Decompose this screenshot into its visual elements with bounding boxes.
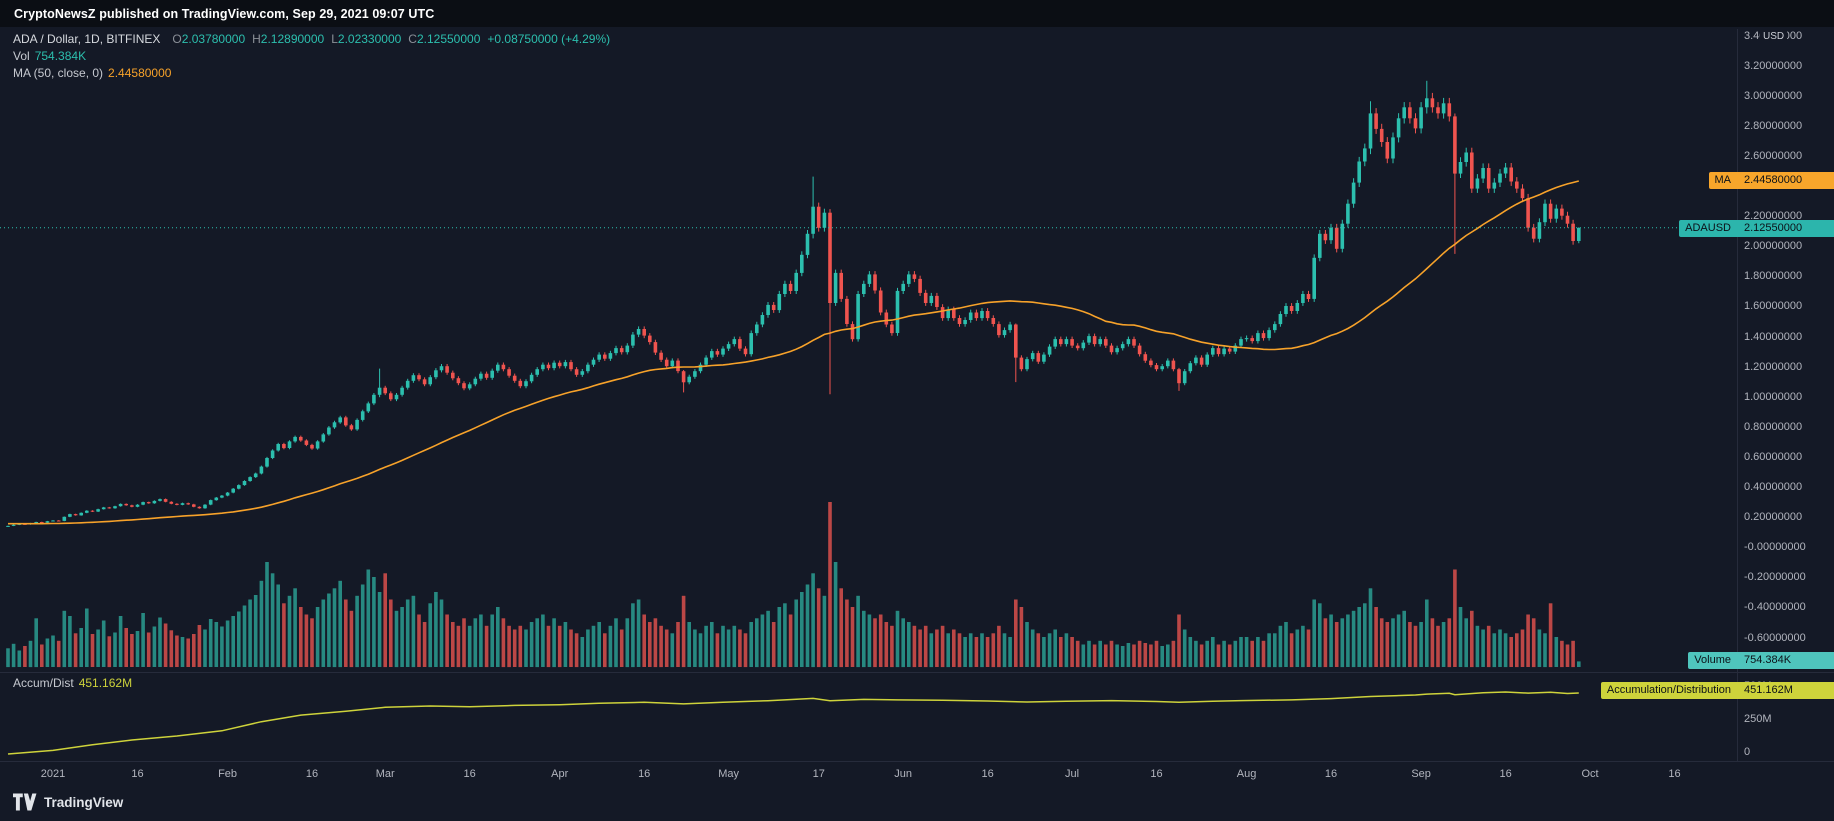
price-axis-label: 1.00000000 [1744, 390, 1803, 403]
time-axis-label: 16 [638, 768, 651, 780]
legend-volume-row[interactable]: Vol 754.384K [13, 49, 610, 64]
symbol-title: ADA / Dollar, 1D, BITFINEX [13, 32, 161, 46]
accum-axis-label: 0 [1744, 745, 1751, 758]
ma-badge-label: MA [1708, 172, 1737, 189]
price-axis-label: 1.20000000 [1744, 360, 1803, 373]
accum-dist-badge-value: 451.162M [1737, 682, 1834, 699]
price-axis[interactable]: 3.400000003.200000003.000000002.80000000… [1737, 29, 1834, 761]
accum-dist-line [7, 691, 1579, 755]
price-axis-label: 0.80000000 [1744, 420, 1803, 433]
time-axis-label: 16 [463, 768, 476, 780]
accum-dist-badge-label: Accumulation/Distribution [1600, 682, 1737, 699]
ma-label: MA (50, close, 0) [13, 66, 104, 80]
close-value: 2.12550000 [416, 32, 481, 46]
price-axis-label: 2.20000000 [1744, 210, 1803, 223]
time-axis-label: 16 [981, 768, 994, 780]
currency-toggle[interactable]: USD [1760, 31, 1788, 43]
price-axis-label: -0.60000000 [1744, 631, 1806, 644]
low-value: 2.02330000 [337, 32, 402, 46]
price-axis-label: 2.00000000 [1744, 240, 1803, 253]
candlesticks [6, 80, 1581, 527]
volume-badge-label: Volume [1688, 652, 1737, 669]
price-axis-label: 1.80000000 [1744, 270, 1803, 283]
accum-axis-label: 250M [1744, 712, 1772, 725]
price-axis-border [1737, 29, 1738, 761]
time-axis-label: Jun [894, 768, 913, 780]
price-axis-label: 1.60000000 [1744, 300, 1803, 313]
open-value: 2.03780000 [181, 32, 246, 46]
ma-value: 2.44580000 [108, 66, 172, 80]
tradingview-logo-icon[interactable] [13, 793, 37, 811]
ma-badge-value: 2.44580000 [1737, 172, 1834, 189]
high-label: H [252, 32, 261, 46]
ma50-line [8, 180, 1580, 525]
time-axis-label: 16 [1150, 768, 1163, 780]
legend-accum-row[interactable]: Accum/Dist 451.162M [13, 676, 132, 691]
price-chart-canvas[interactable] [0, 29, 1737, 761]
attribution-bar: CryptoNewsZ published on TradingView.com… [0, 0, 1834, 27]
time-axis-label: Sep [1411, 768, 1431, 780]
time-axis-label: 2021 [40, 768, 66, 780]
price-axis-label: 3.20000000 [1744, 59, 1803, 72]
time-axis-label: Mar [375, 768, 395, 780]
time-axis-label: Apr [551, 768, 569, 780]
time-axis-label: 16 [1668, 768, 1681, 780]
price-axis-label: 2.60000000 [1744, 149, 1803, 162]
price-axis-label: 0.20000000 [1744, 511, 1803, 524]
time-axis-label: May [718, 768, 740, 780]
close-label: C [408, 32, 417, 46]
time-axis-label: Oct [1581, 768, 1599, 780]
price-axis-label: 2.80000000 [1744, 119, 1803, 132]
time-axis-label: 16 [305, 768, 319, 780]
price-axis-label: -0.40000000 [1744, 601, 1806, 614]
tradingview-branding[interactable]: TradingView [13, 793, 123, 811]
time-axis-label: 17 [812, 768, 825, 780]
last-price-badge-value: 2.12550000 [1737, 220, 1834, 237]
price-axis-label: 0.60000000 [1744, 450, 1803, 463]
accum-dist-label: Accum/Dist [13, 676, 74, 690]
price-axis-label: 3.00000000 [1744, 89, 1803, 102]
volume-bars [6, 502, 1581, 668]
chart-legend: ADA / Dollar, 1D, BITFINEX O2.03780000 H2.… [13, 32, 610, 83]
accum-dist-legend: Accum/Dist 451.162M [13, 676, 132, 693]
accum-dist-value: 451.162M [78, 676, 133, 690]
time-axis-label: Feb [218, 768, 238, 780]
pane-divider[interactable] [0, 672, 1834, 673]
price-axis-label: 0.40000000 [1744, 481, 1803, 493]
high-value: 2.12890000 [260, 32, 325, 46]
time-axis-label: 16 [131, 768, 144, 780]
volume-value: 754.384K [34, 49, 87, 63]
change-value: +0.08750000 (+4.29%) [487, 32, 611, 46]
volume-label: Vol [13, 49, 30, 63]
legend-symbol-row[interactable]: ADA / Dollar, 1D, BITFINEX O2.03780000 H2.… [13, 32, 610, 47]
price-axis-label: 1.40000000 [1744, 330, 1803, 343]
attribution-text: CryptoNewsZ published on TradingView.com… [14, 6, 435, 21]
time-axis-label: 16 [1324, 768, 1338, 780]
low-label: L [331, 32, 338, 46]
legend-ma-row[interactable]: MA (50, close, 0) 2.44580000 [13, 66, 610, 81]
open-label: O [172, 32, 182, 46]
time-axis-label: Aug [1236, 768, 1257, 780]
time-axis-border [0, 761, 1834, 762]
time-axis-label: Jul [1065, 768, 1080, 780]
time-axis-label: 16 [1499, 768, 1512, 780]
time-axis[interactable]: 2021 16 Feb 16 Mar 16 Apr 16 May 17 Jun 16 Jul 16 Aug 1… [0, 762, 1737, 790]
price-axis-label: -0.00000000 [1744, 541, 1806, 554]
tradingview-wordmark: TradingView [44, 794, 124, 810]
last-price-badge-label: ADAUSD [1679, 220, 1737, 237]
volume-badge-value: 754.384K [1737, 652, 1834, 669]
price-axis-label: -0.20000000 [1744, 571, 1806, 584]
